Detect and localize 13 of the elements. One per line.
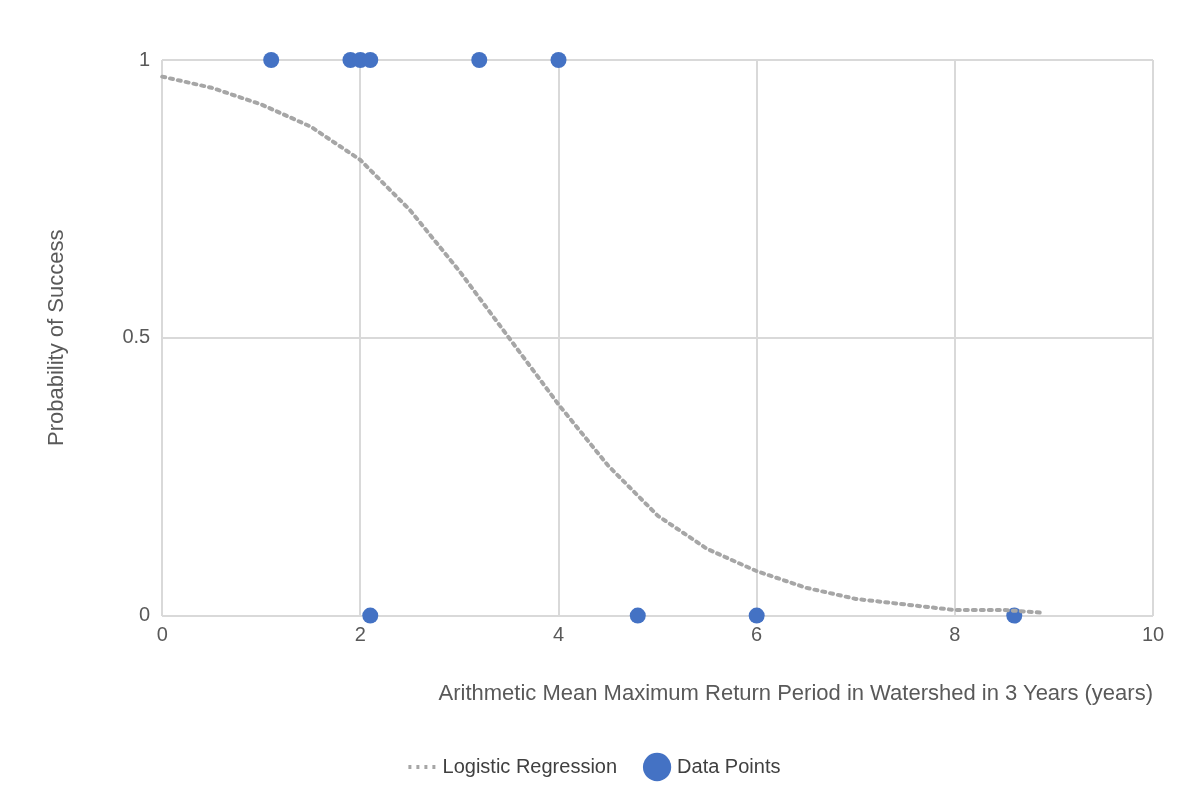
x-tick-label: 4 xyxy=(552,623,565,646)
x-tick-label: 6 xyxy=(751,623,763,646)
x-axis-title: Arithmetic Mean Maximum Return Period in Watershed in 3 Years (years) xyxy=(438,679,1153,705)
x-tick-label: 8 xyxy=(949,623,961,646)
legend-label: Logistic Regression xyxy=(442,754,618,777)
legend-label: Data Points xyxy=(677,754,781,777)
x-tick-label: 2 xyxy=(354,623,366,646)
y-tick-label: 0 xyxy=(139,603,151,626)
y-tick-label: 0.5 xyxy=(122,325,151,348)
x-tick-label: 0 xyxy=(156,623,168,646)
x-tick-label: 10 xyxy=(1141,623,1165,646)
y-axis-title: Probability of Success xyxy=(43,229,69,447)
y-tick-label: 1 xyxy=(139,47,151,70)
